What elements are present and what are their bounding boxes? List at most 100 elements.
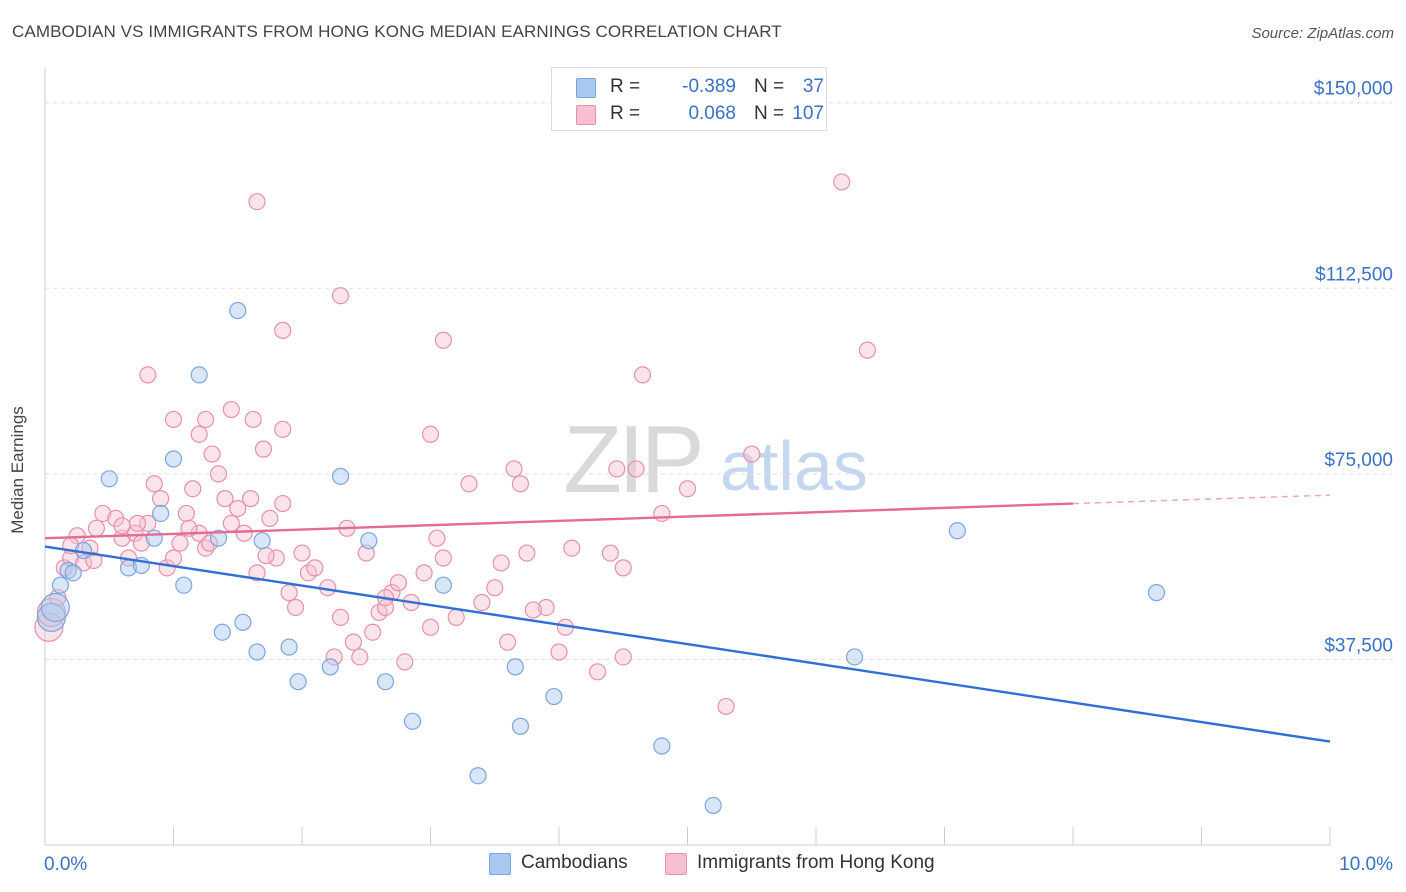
data-point (213, 623, 231, 641)
data-point (948, 522, 966, 540)
data-point (234, 613, 252, 631)
legend-n-label: N = (754, 76, 785, 97)
data-point (209, 465, 228, 483)
data-point (360, 532, 378, 550)
data-point (518, 544, 536, 562)
data-point (403, 712, 422, 730)
chart-source: Source: ZipAtlas.com (1251, 25, 1394, 42)
series-cambodians (36, 301, 1166, 815)
data-point (139, 366, 157, 384)
data-point (460, 475, 478, 493)
data-point (653, 737, 671, 755)
data-point (434, 576, 452, 594)
data-point (469, 767, 487, 785)
data-point (126, 524, 144, 542)
data-point (113, 517, 131, 535)
data-point (248, 564, 266, 582)
data-point (274, 321, 292, 339)
legend-r-label: R = (610, 76, 641, 97)
data-point (197, 410, 215, 429)
data-point (267, 549, 285, 567)
data-point (100, 470, 118, 488)
trend-line-extension (1072, 494, 1331, 505)
data-point (274, 494, 292, 513)
data-point (248, 193, 266, 211)
data-point (627, 460, 645, 478)
data-point (499, 633, 517, 651)
data-point (274, 420, 292, 438)
data-point (1147, 584, 1166, 602)
data-point (524, 601, 542, 619)
data-point (253, 532, 271, 550)
legend-r-value: 0.068 (688, 103, 736, 124)
data-point (64, 564, 82, 582)
data-point (190, 425, 208, 443)
data-point (428, 529, 446, 547)
data-point (331, 287, 350, 305)
data-point (563, 539, 581, 557)
data-point (34, 612, 64, 642)
watermark: ZIP atlas (563, 406, 868, 513)
data-point (614, 648, 632, 666)
data-point (506, 658, 524, 676)
data-point (229, 499, 247, 518)
legend-swatch-cambodians (576, 78, 596, 98)
data-point (113, 529, 131, 547)
data-point (588, 663, 607, 681)
data-point (601, 544, 620, 562)
legend-n-value: 37 (802, 76, 824, 97)
data-point (248, 643, 266, 661)
data-point (833, 173, 851, 191)
data-point (177, 504, 195, 523)
data-point (175, 576, 193, 594)
data-point (254, 440, 273, 458)
correlation-legend: R = -0.389 N = 37 R = 0.068 N = 107 (551, 67, 827, 131)
data-point (289, 673, 307, 691)
data-point (145, 475, 163, 493)
data-point (550, 643, 568, 661)
data-point (242, 490, 260, 508)
data-point (537, 598, 555, 617)
data-point (51, 576, 70, 594)
data-point (653, 504, 671, 523)
data-point (94, 504, 112, 523)
data-point (244, 410, 262, 429)
data-point (678, 480, 697, 498)
legend-n-label: N = (754, 103, 785, 124)
data-point (364, 623, 382, 641)
data-point (306, 559, 324, 577)
data-point (164, 410, 183, 429)
data-point (545, 687, 563, 706)
series-hong-kong (34, 173, 877, 716)
data-point (87, 519, 106, 537)
data-point (486, 579, 504, 597)
y-tick-label: $37,500 (1324, 635, 1393, 656)
data-point (325, 648, 343, 666)
trend-line-cambodians (44, 545, 1331, 743)
data-point (421, 618, 440, 636)
data-point (473, 593, 491, 612)
y-tick-label: $112,500 (1315, 264, 1393, 285)
data-point (235, 524, 253, 542)
watermark-atlas: atlas (720, 427, 868, 505)
data-point (704, 796, 722, 815)
data-point (511, 717, 530, 735)
data-point (128, 514, 147, 532)
data-point (74, 554, 93, 572)
data-point (152, 490, 170, 508)
legend-n-value: 107 (792, 103, 824, 124)
data-point (164, 450, 183, 468)
watermark-zip: ZIP (563, 406, 700, 513)
data-point (415, 564, 433, 582)
data-point (505, 460, 523, 478)
data-point (184, 480, 202, 498)
data-point (376, 673, 395, 691)
data-point (492, 554, 510, 572)
data-point (280, 584, 298, 602)
data-point (216, 490, 234, 508)
data-point (280, 638, 298, 656)
y-tick-label: $150,000 (1314, 79, 1393, 100)
data-point (743, 445, 761, 463)
x-tick-label-max: 10.0% (1339, 854, 1393, 875)
legend-r-value: -0.389 (682, 76, 736, 97)
